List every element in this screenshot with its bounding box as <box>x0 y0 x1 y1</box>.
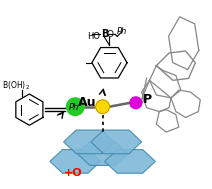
Polygon shape <box>64 130 114 154</box>
Text: HO: HO <box>87 32 100 41</box>
Text: +O: +O <box>64 168 83 178</box>
Polygon shape <box>50 149 101 173</box>
Circle shape <box>96 100 109 114</box>
Circle shape <box>130 97 142 109</box>
Text: P: P <box>143 93 152 106</box>
Polygon shape <box>105 149 155 173</box>
Circle shape <box>67 98 84 115</box>
Text: Ph: Ph <box>117 27 127 36</box>
Text: B: B <box>101 29 108 40</box>
Polygon shape <box>77 142 128 165</box>
Text: B(OH)$_2$: B(OH)$_2$ <box>2 80 30 92</box>
Text: Ph: Ph <box>68 103 79 112</box>
Polygon shape <box>91 130 142 154</box>
Text: Au: Au <box>78 96 96 109</box>
Text: O: O <box>107 30 114 39</box>
